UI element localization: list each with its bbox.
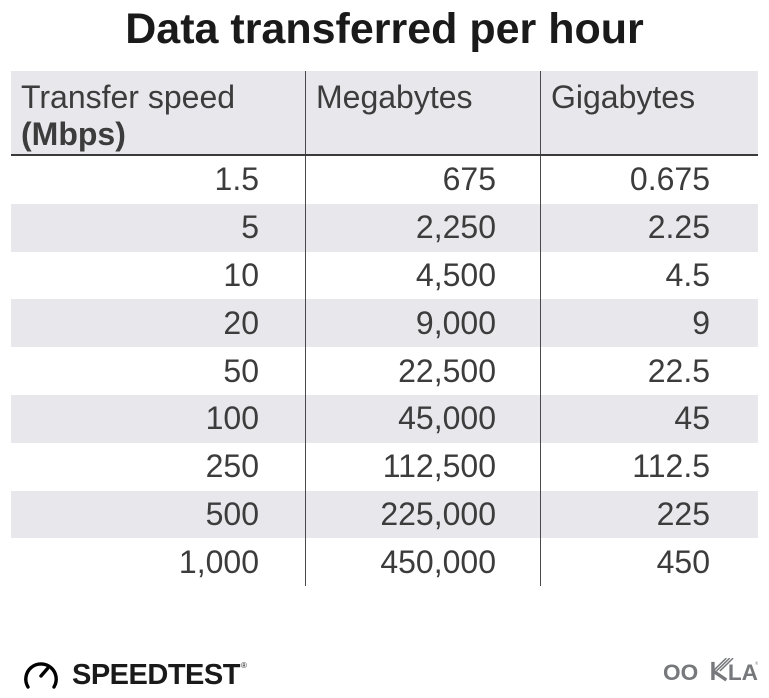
svg-text:OO: OO (663, 660, 698, 685)
svg-text:LA: LA (728, 660, 758, 685)
svg-text:®: ® (755, 660, 758, 666)
